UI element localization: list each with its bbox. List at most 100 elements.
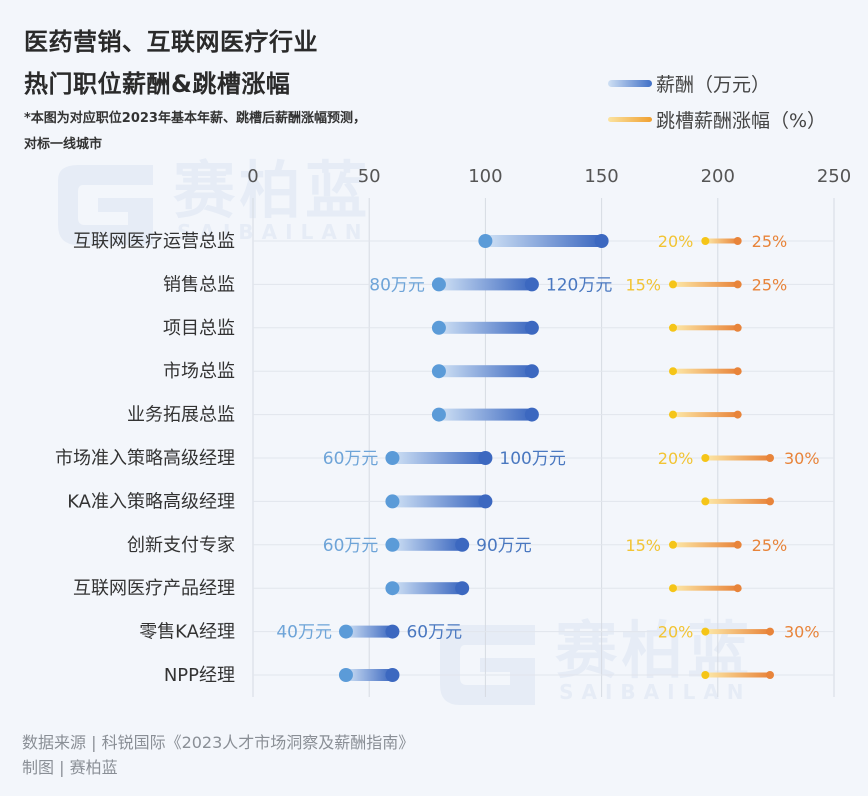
salary-range-bar	[392, 452, 486, 464]
salary-min-point	[385, 451, 400, 465]
raise-range-bar	[673, 412, 738, 418]
salary-range-bar	[438, 408, 532, 421]
salary-max-label: 90万元	[476, 536, 532, 556]
salary-range-bar	[345, 669, 393, 681]
salary-max-label: 100万元	[499, 449, 565, 469]
x-tick-label: 100	[468, 166, 502, 187]
category-label: 互联网医疗运营总监	[73, 231, 235, 252]
salary-min-point	[431, 320, 446, 335]
legend-raise-label: 跳槽薪酬涨幅（%）	[656, 110, 827, 132]
raise-range-bar	[705, 629, 770, 635]
raise-min-label: 20%	[658, 232, 694, 251]
raise-min-point	[669, 280, 677, 289]
legend-raise: 跳槽薪酬涨幅（%）	[608, 106, 826, 133]
raise-min-label: 20%	[658, 623, 694, 642]
salary-min-point	[338, 624, 353, 639]
raise-max-point	[733, 237, 742, 245]
legend-salary: 薪酬（万元）	[608, 70, 770, 97]
raise-min-point	[669, 410, 677, 419]
salary-max-point	[524, 364, 539, 379]
category-label: 市场准入策略高级经理	[55, 448, 235, 469]
salary-max-point	[455, 581, 470, 596]
salary-min-point	[385, 494, 400, 509]
chart-note-line2: 对标一线城市	[24, 137, 103, 152]
salary-min-point	[478, 234, 493, 248]
salary-min-label: 40万元	[276, 623, 332, 643]
raise-min-point	[701, 671, 710, 679]
salary-range-bar	[438, 365, 532, 378]
raise-max-point	[733, 323, 742, 332]
raise-min-point	[701, 237, 710, 245]
salary-max-point	[385, 624, 400, 639]
x-tick-label: 0	[247, 166, 258, 187]
raise-max-point	[733, 584, 742, 593]
salary-range-bar	[438, 278, 532, 291]
legend-salary-swatch	[608, 80, 652, 87]
x-tick-label: 150	[584, 166, 618, 187]
category-label: NPP经理	[164, 665, 235, 686]
raise-min-label: 15%	[625, 536, 661, 555]
chart-title-line1: 医药营销、互联网医疗行业	[24, 28, 318, 56]
raise-max-label: 30%	[784, 623, 820, 642]
footer-credit: 制图 | 赛柏蓝	[22, 758, 118, 777]
salary-range-bar	[392, 495, 486, 508]
category-label: 项目总监	[163, 318, 235, 339]
category-label: 互联网医疗产品经理	[73, 578, 235, 599]
raise-range-bar	[673, 281, 738, 287]
raise-range-bar	[673, 585, 738, 591]
salary-min-point	[338, 668, 353, 682]
x-tick-label: 200	[701, 166, 735, 187]
raise-min-label: 20%	[658, 449, 694, 468]
raise-range-bar	[673, 325, 738, 331]
category-label: 创新支付专家	[127, 535, 235, 556]
raise-min-point	[669, 323, 677, 332]
salary-max-label: 60万元	[406, 623, 462, 643]
salary-range-bar	[392, 538, 463, 551]
salary-min-label: 60万元	[323, 449, 379, 469]
salary-max-point	[455, 537, 470, 552]
raise-min-point	[669, 540, 677, 549]
raise-range-bar	[705, 238, 738, 244]
raise-min-label: 15%	[625, 275, 661, 294]
raise-range-bar	[705, 672, 770, 678]
chart-note-line1: *本图为对应职位2023年基本年薪、跳槽后薪酬涨幅预测，	[24, 111, 366, 126]
raise-min-point	[701, 627, 710, 636]
raise-max-label: 25%	[752, 232, 788, 251]
salary-max-point	[478, 494, 493, 509]
salary-min-point	[431, 364, 446, 379]
salary-range-bar	[438, 321, 532, 334]
raise-max-point	[733, 367, 742, 376]
raise-max-point	[766, 627, 774, 636]
raise-max-label: 25%	[752, 536, 788, 555]
raise-min-point	[701, 454, 710, 462]
raise-range-bar	[673, 542, 738, 548]
raise-min-point	[669, 367, 677, 376]
raise-range-bar	[673, 368, 738, 374]
salary-max-point	[478, 451, 493, 465]
salary-max-point	[385, 668, 400, 682]
category-label: 业务拓展总监	[127, 405, 235, 426]
raise-max-point	[766, 454, 774, 462]
footer-source: 数据来源 | 科锐国际《2023人才市场洞察及薪酬指南》	[22, 733, 415, 752]
salary-max-point	[524, 407, 539, 422]
raise-min-point	[669, 584, 677, 593]
raise-min-point	[701, 497, 710, 506]
salary-min-point	[431, 407, 446, 422]
raise-max-point	[733, 410, 742, 419]
salary-min-point	[385, 537, 400, 552]
salary-min-point	[385, 581, 400, 596]
x-tick-label: 50	[358, 166, 381, 187]
raise-range-bar	[705, 498, 770, 504]
salary-range-bar	[485, 235, 602, 247]
category-label: 销售总监	[163, 274, 235, 295]
x-tick-label: 250	[817, 166, 851, 187]
category-label: KA准入策略高级经理	[67, 491, 235, 512]
chart-title-line2: 热门职位薪酬&跳槽涨幅	[24, 70, 291, 98]
raise-range-bar	[705, 455, 770, 461]
category-label: 零售KA经理	[139, 622, 235, 643]
raise-max-point	[766, 671, 774, 679]
raise-max-label: 30%	[784, 449, 820, 468]
salary-max-point	[524, 320, 539, 335]
salary-min-label: 60万元	[323, 536, 379, 556]
